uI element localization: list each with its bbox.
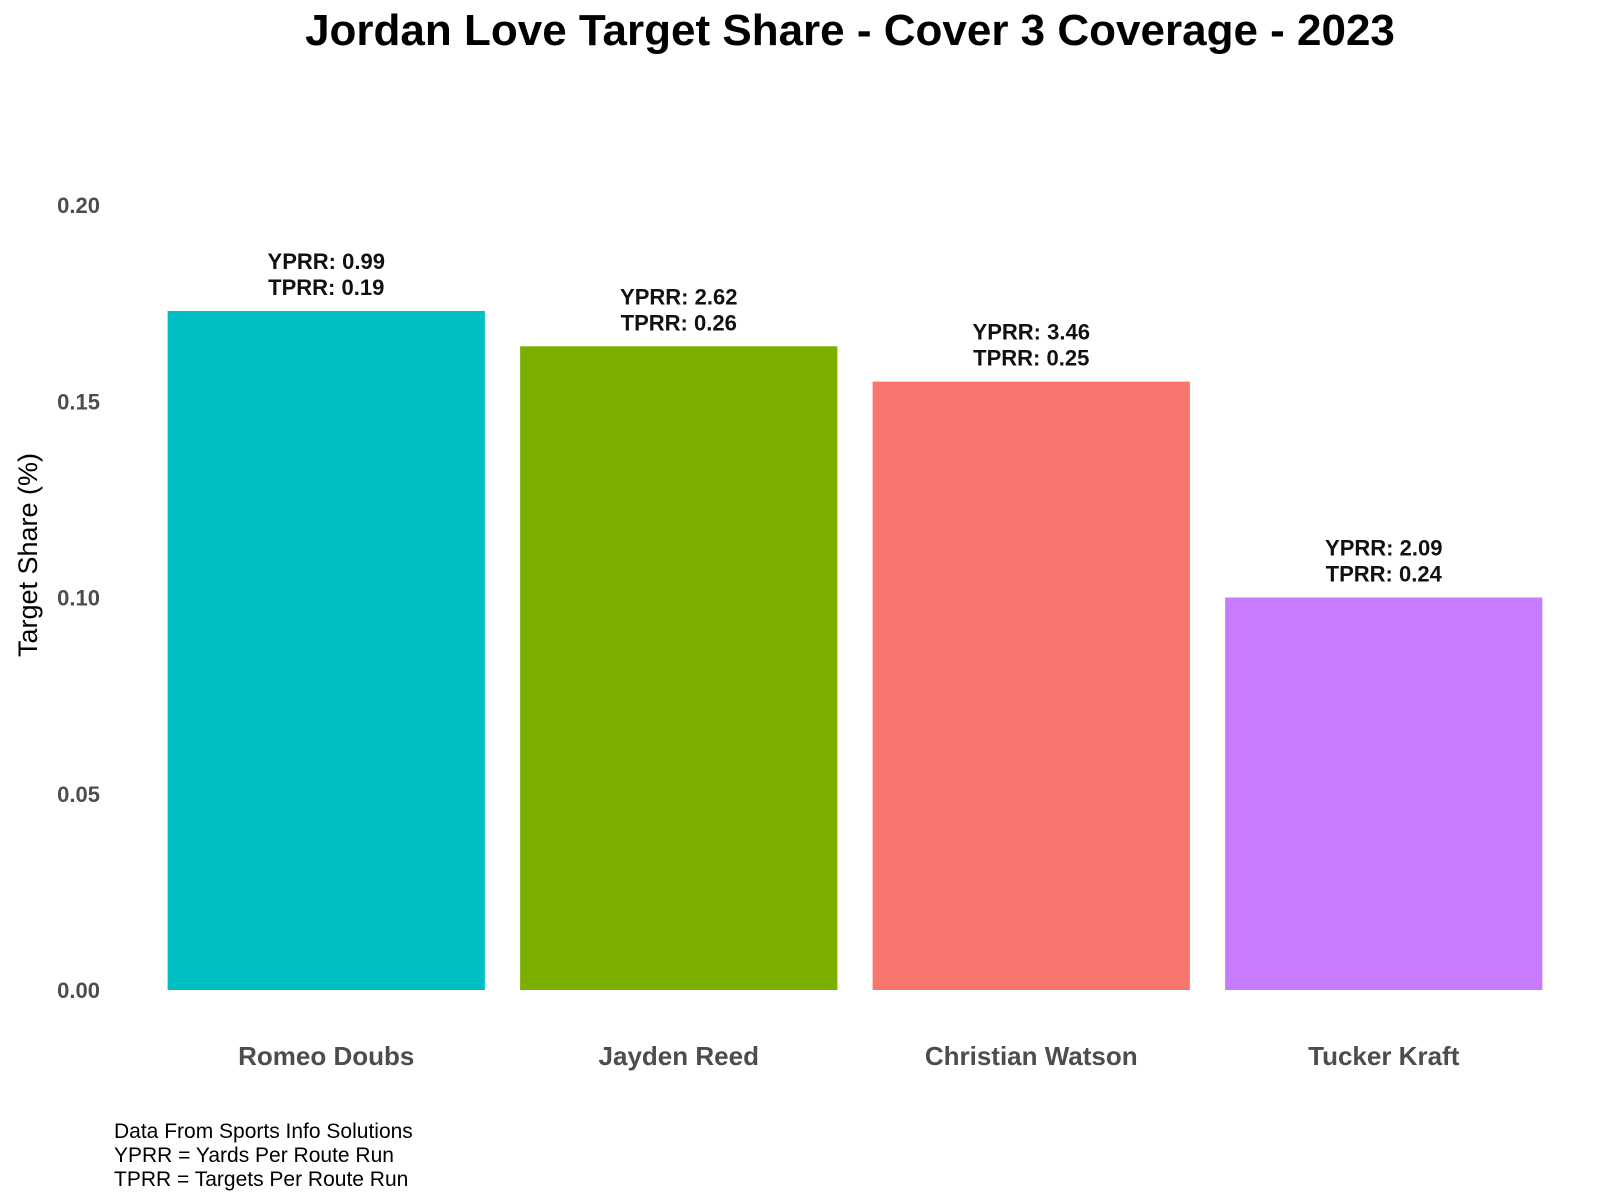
bar-annotation-line: YPRR: 2.09 bbox=[1325, 536, 1442, 561]
bars bbox=[167, 310, 1543, 991]
bar-annotation-line: TPRR: 0.26 bbox=[621, 310, 737, 335]
x-tick-label: Christian Watson bbox=[925, 1041, 1138, 1071]
bar bbox=[872, 381, 1190, 990]
bar-annotation-line: TPRR: 0.19 bbox=[268, 275, 384, 300]
y-axis-ticks: 0.00 0.05 0.10 0.15 0.20 bbox=[57, 193, 100, 1003]
chart-title: Jordan Love Target Share - Cover 3 Cover… bbox=[305, 6, 1395, 55]
bar-annotation-line: YPRR: 2.62 bbox=[620, 284, 737, 309]
y-tick-label: 0.00 bbox=[57, 978, 100, 1003]
x-tick-label: Jayden Reed bbox=[599, 1041, 759, 1071]
x-tick-label: Tucker Kraft bbox=[1308, 1041, 1460, 1071]
bar-annotation-line: YPRR: 3.46 bbox=[973, 320, 1090, 345]
bar bbox=[520, 346, 838, 990]
bar-annotation-line: TPRR: 0.25 bbox=[973, 346, 1089, 371]
y-tick-label: 0.10 bbox=[57, 586, 100, 611]
bar-annotation-line: TPRR: 0.24 bbox=[1326, 562, 1443, 587]
footnote-source: Data From Sports Info Solutions bbox=[114, 1120, 413, 1143]
footnote-tprr: TPRR = Targets Per Route Run bbox=[114, 1168, 409, 1191]
y-axis-label: Target Share (%) bbox=[13, 453, 43, 657]
y-tick-label: 0.15 bbox=[57, 389, 100, 414]
bar-annotation-line: YPRR: 0.99 bbox=[268, 249, 385, 274]
x-axis-ticks: Romeo Doubs Jayden Reed Christian Watson Tu… bbox=[238, 1041, 1460, 1071]
bar bbox=[167, 310, 485, 991]
bar bbox=[1225, 597, 1543, 990]
x-tick-label: Romeo Doubs bbox=[238, 1041, 414, 1071]
y-tick-label: 0.05 bbox=[57, 782, 100, 807]
footnotes: Data From Sports Info Solutions YPRR = Y… bbox=[114, 1120, 413, 1192]
y-tick-label: 0.20 bbox=[57, 193, 100, 218]
footnote-yprr: YPRR = Yards Per Route Run bbox=[114, 1144, 394, 1167]
